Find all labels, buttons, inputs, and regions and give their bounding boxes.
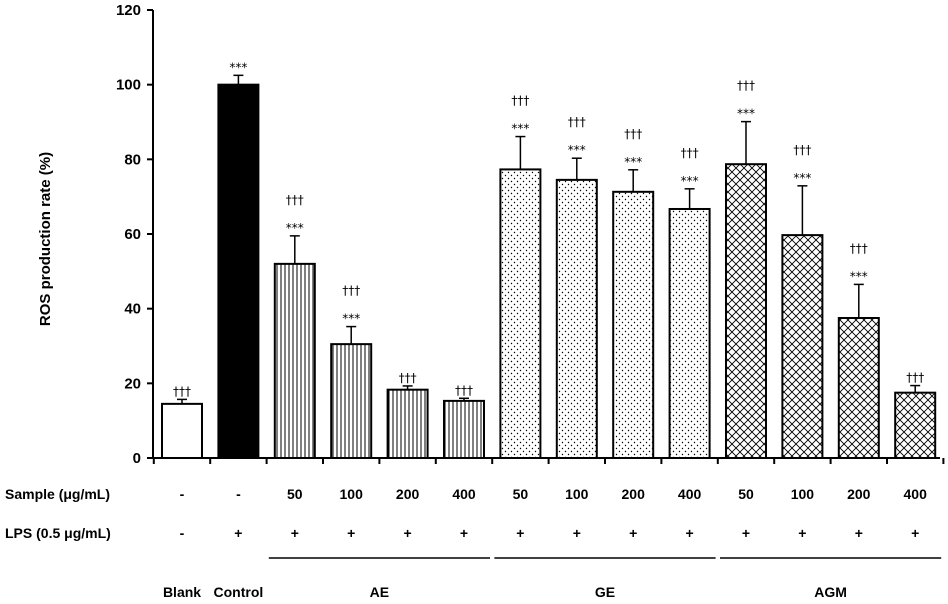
significance-daggers: †††: [737, 79, 755, 93]
significance-daggers: †††: [906, 371, 924, 385]
significance-daggers: †††: [568, 115, 586, 129]
sample-value: 50: [738, 486, 754, 502]
significance-stars: ***: [793, 171, 811, 185]
significance-daggers: †††: [850, 241, 868, 255]
lps-value: +: [629, 525, 637, 541]
sample-value: 50: [287, 486, 303, 502]
significance-daggers: †††: [342, 284, 360, 298]
y-tick-label: 60: [124, 226, 141, 243]
significance-stars: ***: [342, 312, 360, 326]
lps-value: +: [686, 525, 694, 541]
lps-value: -: [180, 525, 185, 541]
sample-value: 100: [791, 486, 815, 502]
bar-ge-400: [668, 207, 711, 459]
bar-agm-100: [781, 234, 824, 459]
lps-value: +: [460, 525, 468, 541]
significance-daggers: †††: [399, 371, 417, 385]
lps-value: +: [516, 525, 524, 541]
bar-ae-400: [443, 399, 485, 460]
sample-value: 100: [565, 486, 589, 502]
sample-value: -: [236, 486, 241, 502]
lps-value: +: [404, 525, 412, 541]
significance-daggers: †††: [681, 146, 699, 160]
bar-ge-100: [555, 178, 598, 459]
significance-daggers: †††: [286, 193, 304, 207]
bar-agm-200: [837, 317, 880, 459]
lps-value: +: [291, 525, 299, 541]
sample-value: 200: [847, 486, 871, 502]
significance-stars: ***: [286, 221, 304, 235]
sample-value: 200: [396, 486, 420, 502]
labels: ††† *** *** ††† *** ††† ††† ††† *** ††† *** ††† *** †…: [5, 60, 942, 600]
group-label: AGM: [814, 584, 847, 600]
bar-agm-50: [725, 163, 767, 459]
significance-stars: ***: [737, 107, 755, 121]
group-label: AE: [370, 584, 389, 600]
group-label: Control: [214, 584, 264, 600]
lps-value: +: [911, 525, 919, 541]
group-label: GE: [595, 584, 615, 600]
lps-value: +: [742, 525, 750, 541]
lps-value: +: [855, 525, 863, 541]
bar-blank: [161, 402, 203, 460]
y-tick-label: 40: [124, 301, 141, 318]
y-tick-label: 120: [116, 2, 141, 19]
significance-daggers: †††: [624, 127, 642, 141]
lps-value: +: [573, 525, 581, 541]
bar-agm-400: [894, 391, 937, 459]
sample-value: 100: [340, 486, 364, 502]
significance-stars: ***: [624, 155, 642, 169]
bar-ae-50: [273, 262, 316, 459]
bar-ge-200: [612, 190, 655, 460]
group-label: Blank: [163, 584, 201, 600]
significance-stars: ***: [850, 269, 868, 283]
sample-value: -: [180, 486, 185, 502]
y-axis-label: ROS production rate (%): [37, 152, 54, 326]
significance-stars: ***: [511, 122, 529, 136]
bar-ge-50: [499, 168, 542, 459]
lps-value: +: [347, 525, 355, 541]
bar-ae-200: [386, 388, 429, 459]
significance-daggers: †††: [173, 384, 191, 398]
sample-value: 400: [904, 486, 928, 502]
significance-stars: ***: [681, 174, 699, 188]
bar-control: [217, 83, 260, 460]
bars: [161, 74, 937, 460]
sample-value: 400: [452, 486, 476, 502]
significance-daggers: †††: [511, 94, 529, 108]
significance-daggers: †††: [455, 383, 473, 397]
bar-ae-100: [330, 343, 373, 459]
significance-daggers: †††: [793, 143, 811, 157]
lps-row-label: LPS (0.5 μg/mL): [5, 525, 111, 541]
lps-value: +: [798, 525, 806, 541]
sample-value: 200: [622, 486, 646, 502]
sample-row-label: Sample (μg/mL): [5, 486, 110, 502]
y-tick-label: 20: [124, 375, 141, 392]
y-tick-label: 100: [116, 77, 141, 94]
y-tick-label: 80: [124, 151, 141, 168]
y-tick-label: 0: [133, 450, 141, 467]
significance-stars: ***: [568, 143, 586, 157]
sample-value: 400: [678, 486, 702, 502]
sample-value: 50: [513, 486, 529, 502]
lps-value: +: [234, 525, 242, 541]
significance-stars: ***: [229, 60, 247, 74]
